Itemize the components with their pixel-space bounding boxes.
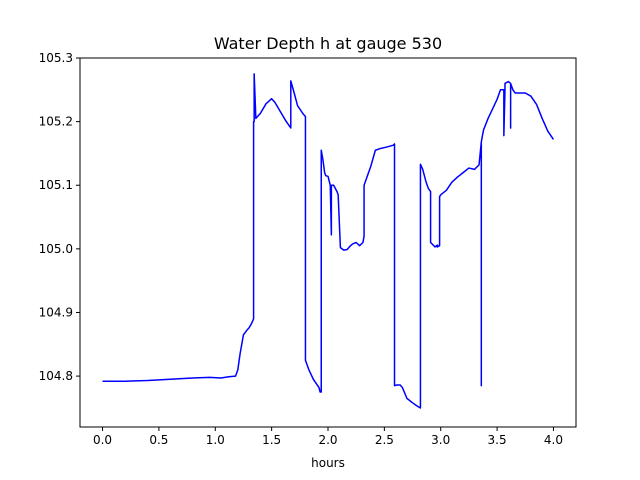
x-axis-label: hours bbox=[311, 456, 345, 470]
x-tick-label: 1.0 bbox=[206, 433, 225, 447]
x-tick-label: 0.5 bbox=[149, 433, 168, 447]
series-line bbox=[102, 73, 555, 409]
x-tick-label: 1.5 bbox=[262, 433, 281, 447]
y-tick-label: 104.9 bbox=[39, 305, 73, 319]
plot-area bbox=[79, 57, 577, 428]
x-tick-label: 4.0 bbox=[544, 433, 563, 447]
plot-frame bbox=[79, 57, 577, 428]
x-tick-label: 2.5 bbox=[375, 433, 394, 447]
y-tick-label: 105.3 bbox=[39, 51, 73, 65]
y-tick-label: 105.1 bbox=[39, 178, 73, 192]
chart-title: Water Depth h at gauge 530 bbox=[214, 34, 442, 53]
y-tick-label: 104.8 bbox=[39, 369, 73, 383]
x-tick-label: 3.5 bbox=[488, 433, 507, 447]
x-tick-label: 2.0 bbox=[318, 433, 337, 447]
y-tick-label: 105.0 bbox=[39, 242, 73, 256]
x-tick-label: 0.0 bbox=[93, 433, 112, 447]
y-axis: 104.8 104.9 105.0 105.1 105.2 105.3 bbox=[39, 51, 80, 383]
x-axis: 0.0 0.5 1.0 1.5 2.0 2.5 3.0 3.5 4.0 bbox=[93, 427, 563, 447]
y-tick-label: 105.2 bbox=[39, 115, 73, 129]
x-tick-label: 3.0 bbox=[431, 433, 450, 447]
